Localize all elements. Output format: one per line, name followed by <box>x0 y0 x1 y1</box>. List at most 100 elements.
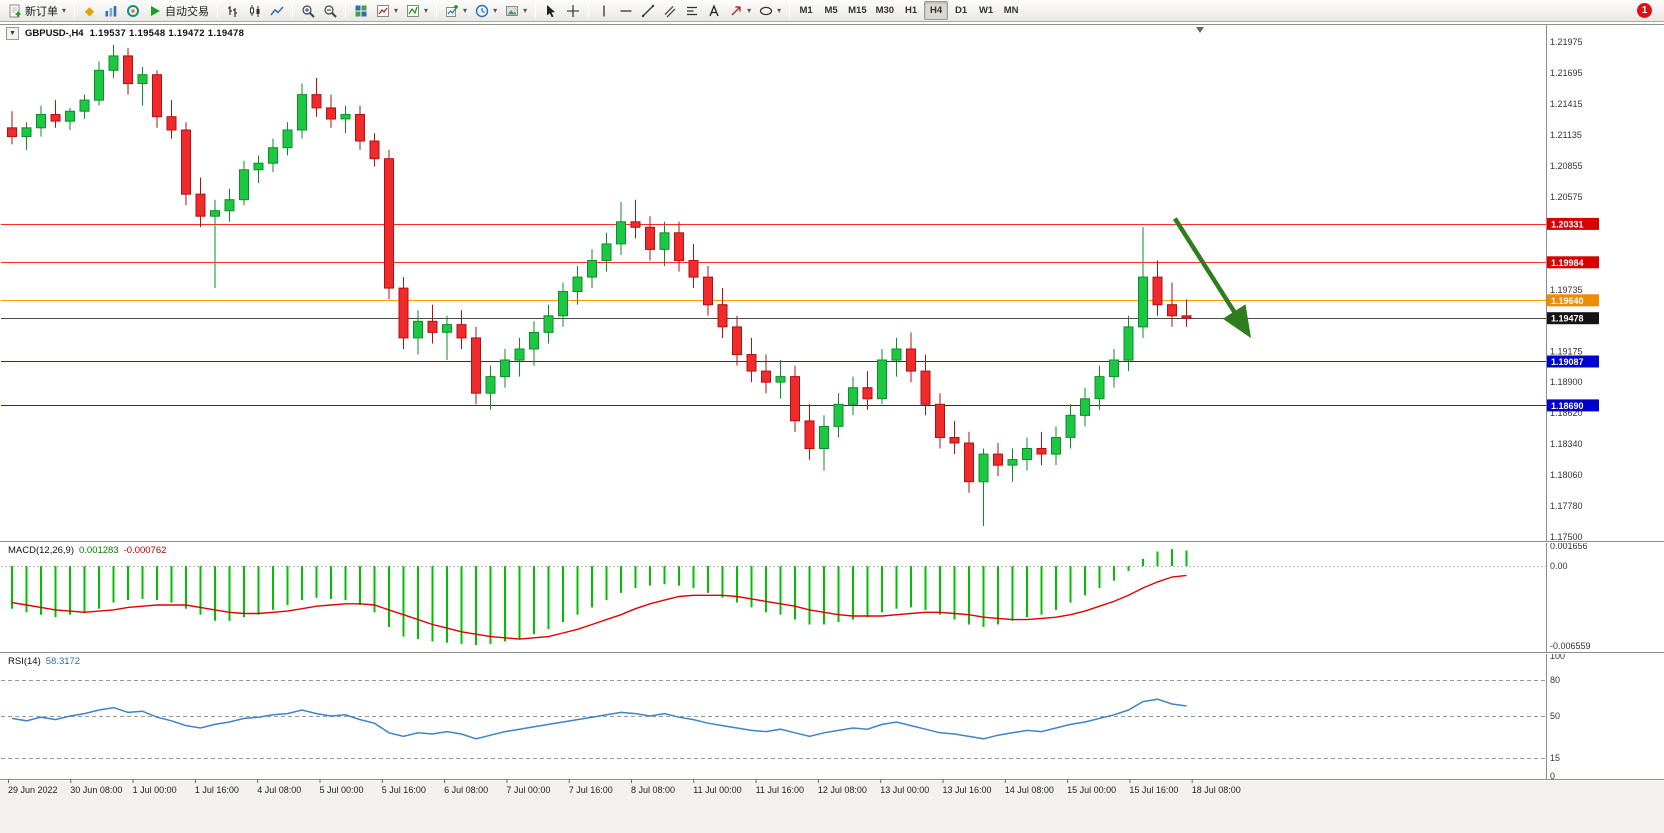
zoom-in-button[interactable] <box>297 1 319 20</box>
rsi-axis-labels: 100 80 50 15 0 <box>1550 651 1565 781</box>
clock-icon <box>475 4 489 17</box>
text-icon <box>709 3 719 16</box>
macd-indicator-label: MACD(12,26,9) 0.001283 -0.000762 <box>8 545 166 556</box>
svg-text:8 Jul 08:00: 8 Jul 08:00 <box>631 785 675 795</box>
macd-name: MACD(12,26,9) <box>8 545 74 556</box>
svg-text:1.18060: 1.18060 <box>1550 470 1583 480</box>
indicators-button[interactable]: ▾ <box>441 1 471 20</box>
rsi-indicator-label: RSI(14) 58.3172 <box>8 656 80 667</box>
timeframe-group: M1 M5 M15 M30 H1 H4 D1 W1 MN <box>794 1 1023 20</box>
timeframe-m30-button[interactable]: M30 <box>872 1 898 20</box>
svg-text:15: 15 <box>1550 753 1560 763</box>
navigator-icon <box>127 4 140 17</box>
svg-text:1.18340: 1.18340 <box>1550 439 1583 449</box>
main-toolbar: 新订单 ▾ ◆ 自动交易 <box>0 0 1664 22</box>
timeframe-w1-button[interactable]: W1 <box>974 1 998 20</box>
text-tool-button[interactable] <box>703 1 725 20</box>
svg-text:13 Jul 16:00: 13 Jul 16:00 <box>943 785 992 795</box>
toolbar-separator <box>345 3 347 18</box>
svg-text:80: 80 <box>1550 675 1560 685</box>
chart-ohlc-values: 1.19537 1.19548 1.19472 1.19478 <box>89 28 245 39</box>
macd-signal-value: -0.000762 <box>123 545 167 556</box>
chart-symbol-label: GBPUSD-,H4 <box>25 28 84 39</box>
dropdown-caret-icon: ▾ <box>777 6 782 15</box>
timeframe-mn-button[interactable]: MN <box>999 1 1023 20</box>
zoom-out-button[interactable] <box>319 1 341 20</box>
svg-text:1.20575: 1.20575 <box>1550 192 1583 202</box>
one-click-trading-toggle-icon[interactable]: ▼ <box>6 27 19 40</box>
autotrade-button[interactable]: 自动交易 <box>144 1 213 20</box>
zoom-out-icon <box>324 4 337 18</box>
shapes-tool-button[interactable]: ▾ <box>755 1 785 20</box>
timeframe-d1-button[interactable]: D1 <box>949 1 973 20</box>
fibonacci-icon <box>687 6 698 15</box>
price-chart-canvas[interactable]: 1.21975 1.21695 1.21415 1.21135 1.20855 1.205… <box>0 22 1664 833</box>
rsi-value: 58.3172 <box>45 656 81 667</box>
dropdown-caret-icon: ▾ <box>463 6 468 15</box>
crosshair-tool-button[interactable] <box>562 1 584 20</box>
svg-text:14 Jul 08:00: 14 Jul 08:00 <box>1005 785 1054 795</box>
toolbar-separator <box>217 3 219 18</box>
templates-button[interactable]: ▾ <box>501 1 531 20</box>
cursor-tool-button[interactable] <box>540 1 562 20</box>
svg-text:15 Jul 00:00: 15 Jul 00:00 <box>1067 785 1116 795</box>
profiles-icon <box>407 4 420 17</box>
timeframe-m1-button[interactable]: M1 <box>794 1 818 20</box>
trendline-tool-button[interactable] <box>637 1 659 20</box>
timeframe-h1-button[interactable]: H1 <box>899 1 923 20</box>
toolbar-separator <box>535 3 537 18</box>
macd-histogram <box>11 549 1188 646</box>
candlestick-mode-button[interactable] <box>244 1 266 20</box>
svg-text:-0.006559: -0.006559 <box>1550 641 1591 651</box>
svg-text:1.19984: 1.19984 <box>1551 258 1584 268</box>
svg-text:1.20855: 1.20855 <box>1550 161 1583 171</box>
periods-button[interactable]: ▾ <box>471 1 501 20</box>
horizontal-lines[interactable] <box>1 224 1546 406</box>
dropdown-caret-icon: ▾ <box>62 6 67 15</box>
trendline-icon <box>641 4 655 17</box>
macd-signal-line <box>11 574 1187 640</box>
vertical-line-tool-button[interactable] <box>593 1 615 20</box>
navigator-button[interactable] <box>122 1 144 20</box>
trend-arrow-annotation[interactable] <box>1173 217 1252 339</box>
toolbar-separator <box>588 3 590 18</box>
tile-windows-button[interactable] <box>350 1 372 20</box>
cursor-icon <box>547 4 556 17</box>
arrows-tool-button[interactable]: ▾ <box>725 1 755 20</box>
horizontal-line-tool-button[interactable] <box>615 1 637 20</box>
toolbar-separator <box>789 3 791 18</box>
time-axis-strip <box>0 779 1664 833</box>
channel-tool-button[interactable] <box>659 1 681 20</box>
vertical-line-icon <box>603 5 605 16</box>
market-watch-button[interactable] <box>100 1 122 20</box>
svg-text:1.17780: 1.17780 <box>1550 501 1583 511</box>
profile-diamond-icon: ◆ <box>84 3 95 18</box>
svg-text:30 Jun 08:00: 30 Jun 08:00 <box>70 785 122 795</box>
svg-text:15 Jul 16:00: 15 Jul 16:00 <box>1129 785 1178 795</box>
timeframe-m15-button[interactable]: M15 <box>844 1 870 20</box>
line-chart-mode-button[interactable] <box>266 1 288 20</box>
new-chart-button[interactable]: ▾ <box>372 1 402 20</box>
timeframe-m5-button[interactable]: M5 <box>819 1 843 20</box>
svg-text:12 Jul 08:00: 12 Jul 08:00 <box>818 785 867 795</box>
svg-text:1.19175: 1.19175 <box>1550 347 1583 357</box>
macd-axis-labels: 0.001656 0.00 -0.006559 <box>1550 541 1591 651</box>
new-chart-icon <box>377 4 390 17</box>
notification-badge[interactable]: 1 <box>1637 3 1652 18</box>
price-line-tags: 1.20331 1.19984 1.19640 1.19478 1.19087 1.186… <box>1547 217 1599 412</box>
time-axis-labels: 29 Jun 2022 30 Jun 08:00 1 Jul 00:00 1 Jul … <box>8 779 1241 795</box>
bar-chart-mode-button[interactable] <box>222 1 244 20</box>
chart-title-bar: ▼ GBPUSD-,H4 1.19537 1.19548 1.19472 1.1… <box>6 27 244 40</box>
timeframe-h4-button[interactable]: H4 <box>924 1 949 20</box>
svg-text:1.19735: 1.19735 <box>1550 285 1583 295</box>
profiles-button[interactable]: ▾ <box>402 1 432 20</box>
horizontal-line-icon <box>620 9 632 12</box>
svg-text:18 Jul 08:00: 18 Jul 08:00 <box>1192 785 1241 795</box>
new-order-button[interactable]: 新订单 ▾ <box>4 1 70 20</box>
fibonacci-tool-button[interactable] <box>681 1 703 20</box>
svg-text:1.18690: 1.18690 <box>1551 401 1584 411</box>
charts-profile-button[interactable]: ◆ <box>79 1 100 20</box>
new-order-icon <box>9 4 21 17</box>
chart-window: 1.21975 1.21695 1.21415 1.21135 1.20855 1.205… <box>0 22 1664 833</box>
svg-text:5 Jul 16:00: 5 Jul 16:00 <box>382 785 426 795</box>
